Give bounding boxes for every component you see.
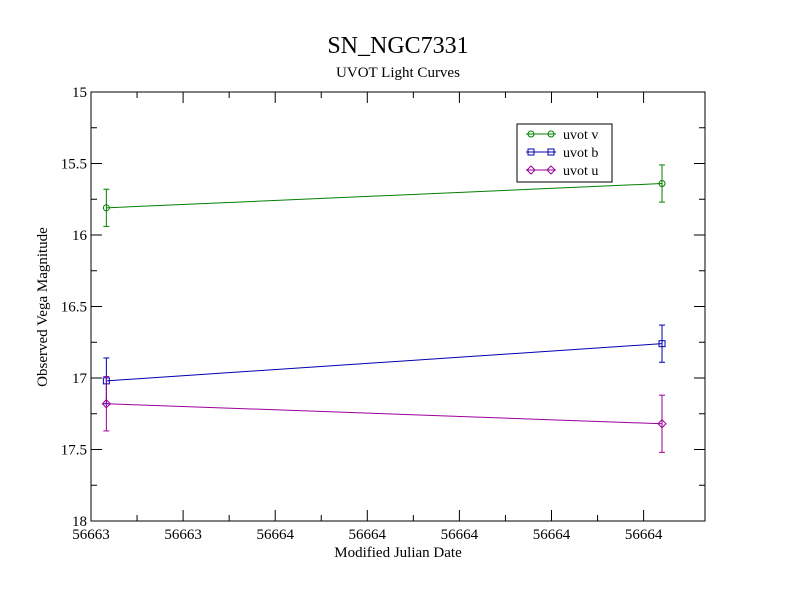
legend-label: uvot v: [563, 128, 598, 143]
square-marker: [547, 148, 555, 156]
series-line: [106, 183, 663, 209]
chart-title: SN_NGC7331: [327, 33, 468, 59]
diamond-marker: [546, 165, 556, 175]
x-tick-label: 56664: [441, 527, 479, 543]
x-tick-label: 56664: [625, 527, 663, 543]
series-layer: [101, 164, 667, 453]
x-axis-title: Modified Julian Date: [334, 545, 462, 561]
y-tick-label: 17.5: [61, 443, 87, 459]
series-line: [106, 403, 663, 425]
chart-subtitle: UVOT Light Curves: [336, 65, 460, 81]
series-uvot-b: [102, 324, 666, 405]
series-line: [106, 343, 663, 382]
circle-marker: [547, 130, 555, 138]
circle-marker: [527, 130, 535, 138]
series-uvot-v: [102, 164, 666, 227]
diamond-marker: [101, 399, 112, 409]
series-uvot-u: [101, 376, 667, 453]
plot-frame: [90, 91, 706, 522]
x-axis-ticks: [90, 92, 645, 521]
y-tick-label: 15.5: [61, 157, 87, 173]
x-tick-label: 56663: [164, 527, 202, 543]
y-tick-label: 17: [72, 371, 88, 387]
legend: uvot v uvot b uvot u: [516, 123, 613, 183]
legend-entry: uvot u: [526, 164, 598, 179]
y-tick-label: 16.5: [61, 300, 87, 316]
legend-label: uvot b: [563, 146, 598, 161]
square-marker: [527, 148, 535, 156]
y-tick-label: 16: [72, 228, 88, 244]
y-axis-ticks: [91, 91, 705, 522]
circle-marker: [658, 180, 666, 188]
circle-marker: [102, 204, 110, 212]
diamond-marker: [657, 419, 667, 429]
y-tick-labels: 15 15.5 16 16.5 17 17.5 18: [61, 85, 88, 530]
y-tick-label: 15: [72, 85, 87, 101]
x-tick-label: 56664: [256, 527, 294, 543]
x-tick-label: 56663: [72, 527, 110, 543]
x-tick-label: 56664: [349, 527, 387, 543]
legend-entry: uvot b: [526, 146, 598, 161]
x-tick-labels: 56663 56663 56664 56664 56664 56664 56664: [72, 527, 663, 543]
y-axis-title: Observed Vega Magnitude: [35, 227, 51, 387]
legend-label: uvot u: [563, 164, 598, 179]
x-tick-label: 56664: [533, 527, 571, 543]
y-tick-label: 18: [72, 514, 87, 530]
diamond-marker: [526, 165, 536, 175]
legend-entry: uvot v: [526, 128, 598, 143]
square-marker: [658, 340, 666, 348]
